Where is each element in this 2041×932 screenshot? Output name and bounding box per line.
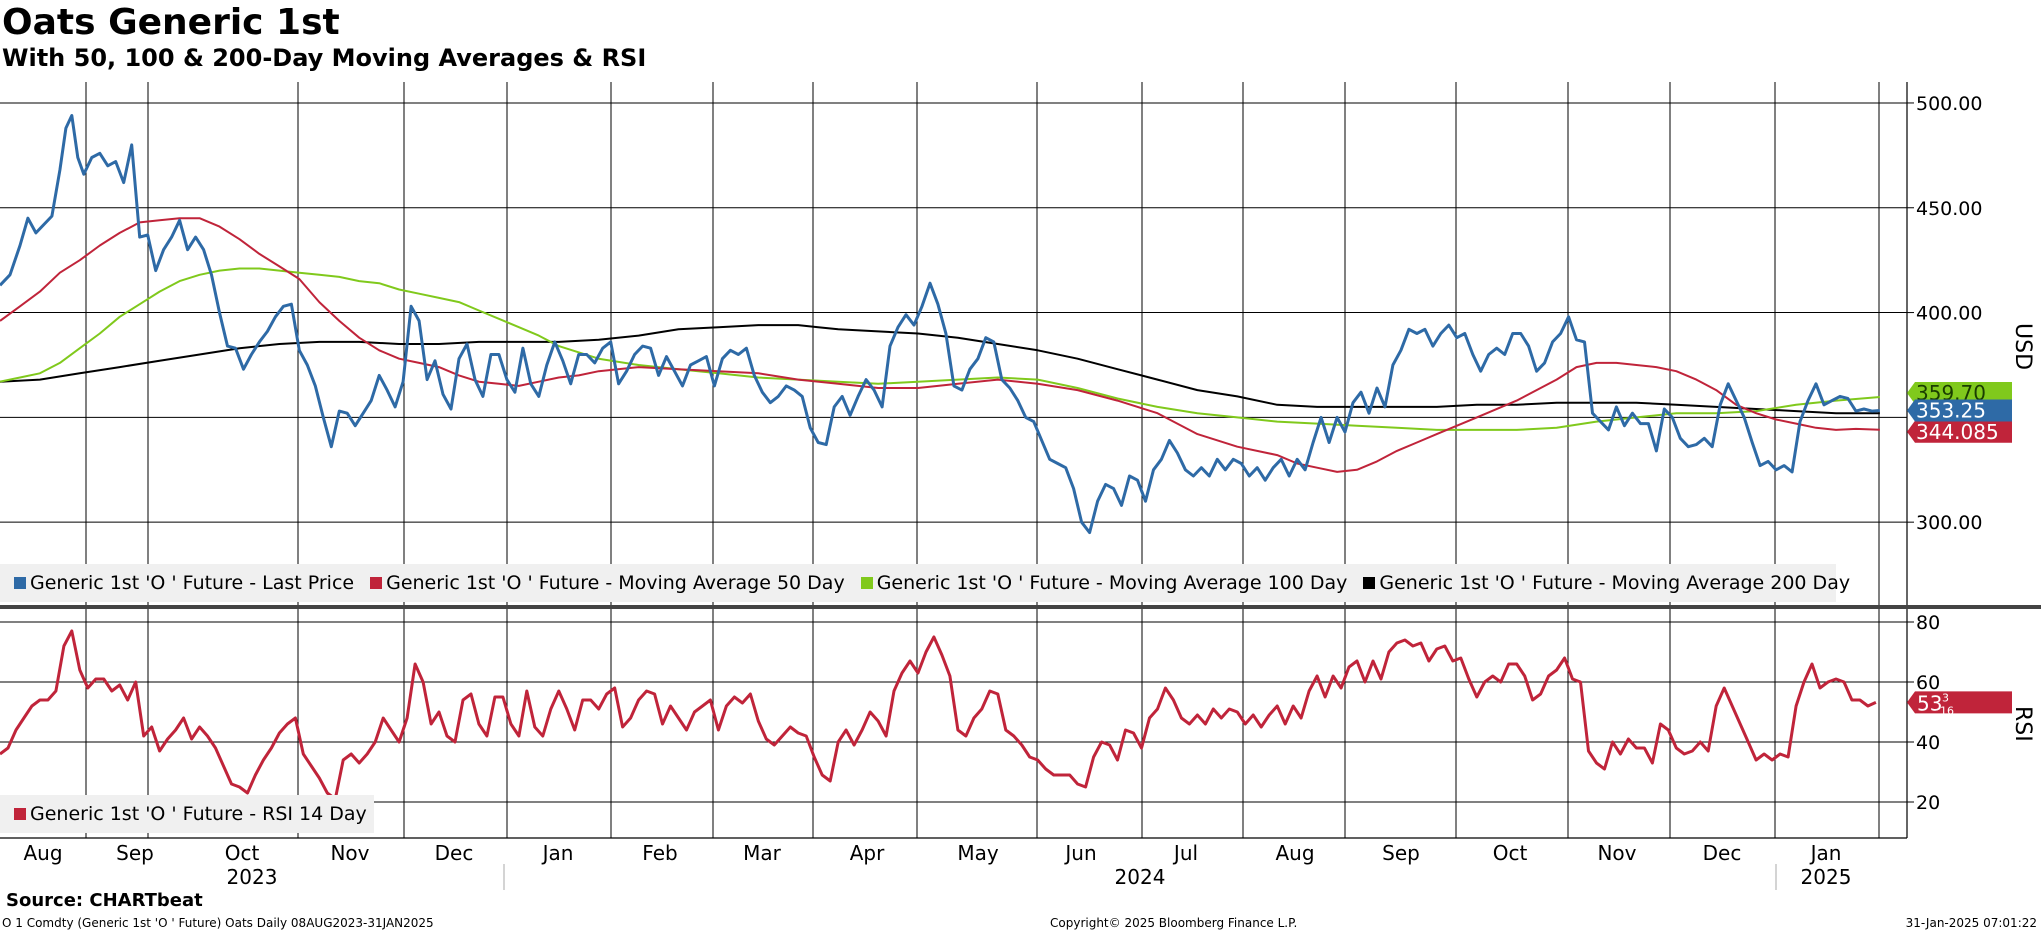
y-tick-label: 400.00	[1916, 303, 1982, 325]
x-month-label: Nov	[1597, 841, 1636, 865]
chart-title: Oats Generic 1st	[2, 2, 340, 43]
legend-item-ma200: Generic 1st 'O ' Future - Moving Average…	[1357, 572, 1850, 594]
last-tag-last-price: 353.25	[1907, 399, 2012, 423]
footer-copyright: Copyright© 2025 Bloomberg Finance L.P.	[1050, 916, 1298, 930]
x-month-label: Jan	[1809, 841, 1842, 865]
x-month-label: Sep	[1382, 841, 1420, 865]
rsi-y-axis-label: RSI	[2010, 706, 2035, 742]
x-month-label: Jul	[1172, 841, 1198, 865]
x-month-label: Jun	[1063, 841, 1096, 865]
price-y-axis-ticks: 300.00 400.00 450.00 500.00	[1907, 93, 1982, 534]
source-note: Source: CHARTbeat	[6, 890, 203, 911]
legend-label-ma100: Generic 1st 'O ' Future - Moving Average…	[876, 572, 1348, 594]
svg-text:353.25: 353.25	[1916, 399, 1986, 423]
x-month-label: Jan	[541, 841, 574, 865]
x-month-label: Mar	[743, 841, 782, 865]
rsi-series-lines	[0, 629, 1877, 801]
x-month-label: Aug	[1275, 841, 1314, 865]
x-month-label: Dec	[1703, 841, 1742, 865]
footer-timestamp: 31-Jan-2025 07:01:22	[1905, 916, 2037, 930]
x-axis-year-labels: 2023 2024 2025	[227, 865, 1852, 889]
legend-item-ma100: Generic 1st 'O ' Future - Moving Average…	[855, 572, 1348, 594]
rsi-legend: Generic 1st 'O ' Future - RSI 14 Day	[0, 795, 374, 833]
horizontal-gridlines	[0, 102, 1907, 803]
price-legend: Generic 1st 'O ' Future - Last Price Gen…	[0, 564, 1850, 602]
year-separators	[503, 864, 1777, 890]
x-year-label: 2023	[227, 865, 278, 889]
x-month-label: Sep	[116, 841, 154, 865]
x-month-label: Dec	[435, 841, 474, 865]
x-axis-month-labels: Aug Sep Oct Nov Dec Jan Feb Mar Apr May Jun Jul Aug S…	[23, 841, 1841, 865]
legend-item-rsi: Generic 1st 'O ' Future - RSI 14 Day	[8, 803, 367, 825]
rsi-last-value: 53	[1917, 691, 1942, 715]
footer-ticker-info: O 1 Comdty (Generic 1st 'O ' Future) Oat…	[2, 916, 434, 930]
legend-swatch-ma50	[370, 577, 383, 589]
x-month-label: Nov	[330, 841, 369, 865]
vertical-gridlines	[85, 82, 1908, 838]
legend-swatch-ma200	[1363, 577, 1376, 589]
series-line-rsi	[0, 629, 1877, 801]
svg-text:344.085: 344.085	[1916, 420, 1999, 444]
price-series-lines	[0, 114, 1881, 535]
legend-swatch-last-price	[14, 577, 26, 589]
rsi-y-tick-label: 20	[1916, 792, 1940, 814]
x-month-label: Oct	[1493, 841, 1528, 865]
y-tick-label: 450.00	[1916, 198, 1982, 220]
x-year-label: 2025	[1801, 865, 1852, 889]
x-month-label: Apr	[850, 841, 885, 865]
legend-label-ma200: Generic 1st 'O ' Future - Moving Average…	[1379, 572, 1851, 594]
rsi-y-tick-label: 80	[1916, 612, 1940, 634]
x-month-label: Feb	[642, 841, 677, 865]
series-line-ma200	[0, 324, 1880, 415]
rsi-y-axis-ticks: 20 40 60 80	[1907, 612, 1940, 814]
legend-item-ma50: Generic 1st 'O ' Future - Moving Average…	[364, 572, 845, 594]
series-line-ma50	[0, 217, 1880, 473]
rsi-y-tick-label: 40	[1916, 732, 1940, 754]
rsi-last-fraction-num: 3	[1942, 691, 1949, 704]
x-month-label: Aug	[23, 841, 62, 865]
legend-label-rsi: Generic 1st 'O ' Future - RSI 14 Day	[30, 803, 367, 825]
x-month-label: May	[957, 841, 999, 865]
last-tag-ma50: 344.085	[1907, 420, 2012, 444]
chart-subtitle: With 50, 100 & 200-Day Moving Averages &…	[2, 44, 647, 72]
x-month-label: Oct	[225, 841, 260, 865]
series-line-ma100	[0, 267, 1880, 431]
price-y-axis-label: USD	[2010, 323, 2035, 370]
legend-swatch-ma100	[860, 577, 873, 589]
legend-label-last-price: Generic 1st 'O ' Future - Last Price	[30, 572, 355, 594]
legend-swatch-rsi	[14, 808, 26, 820]
rsi-last-fraction-den: 16	[1940, 704, 1954, 717]
legend-label-ma50: Generic 1st 'O ' Future - Moving Average…	[386, 572, 845, 594]
rsi-y-tick-label: 60	[1916, 672, 1940, 694]
y-tick-label: 300.00	[1916, 512, 1982, 534]
series-line-last	[0, 114, 1881, 535]
y-tick-label: 500.00	[1916, 93, 1982, 115]
legend-item-last-price: Generic 1st 'O ' Future - Last Price	[8, 572, 354, 594]
x-year-label: 2024	[1115, 865, 1166, 889]
last-tag-rsi: 53 316	[1907, 691, 2012, 717]
